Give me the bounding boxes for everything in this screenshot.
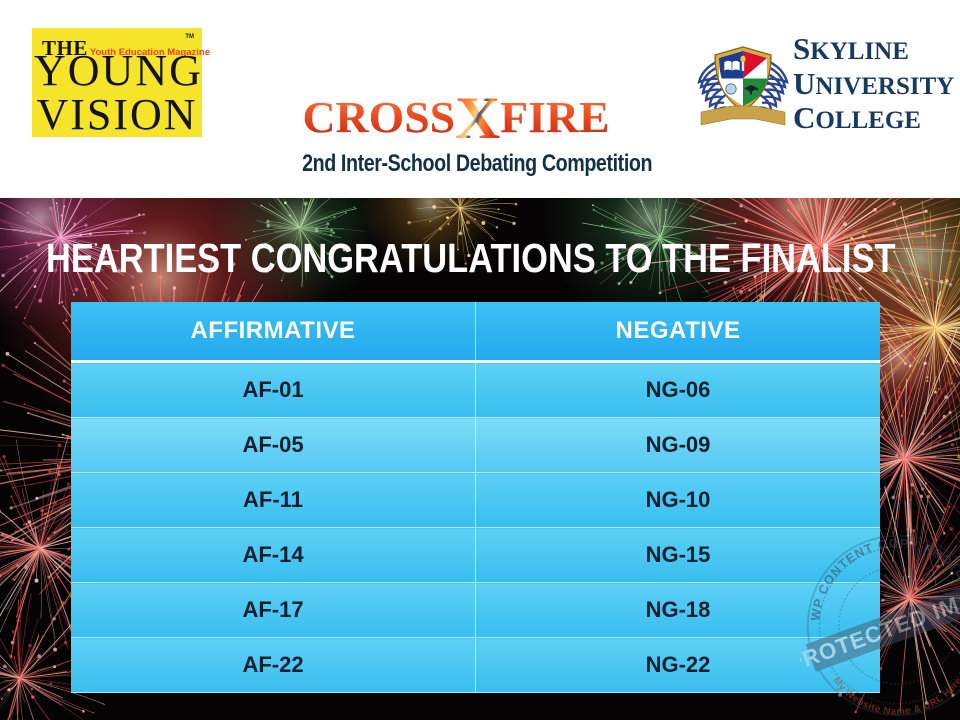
svg-text:My Website Name & URL Here: My Website Name & URL Here <box>830 675 960 717</box>
